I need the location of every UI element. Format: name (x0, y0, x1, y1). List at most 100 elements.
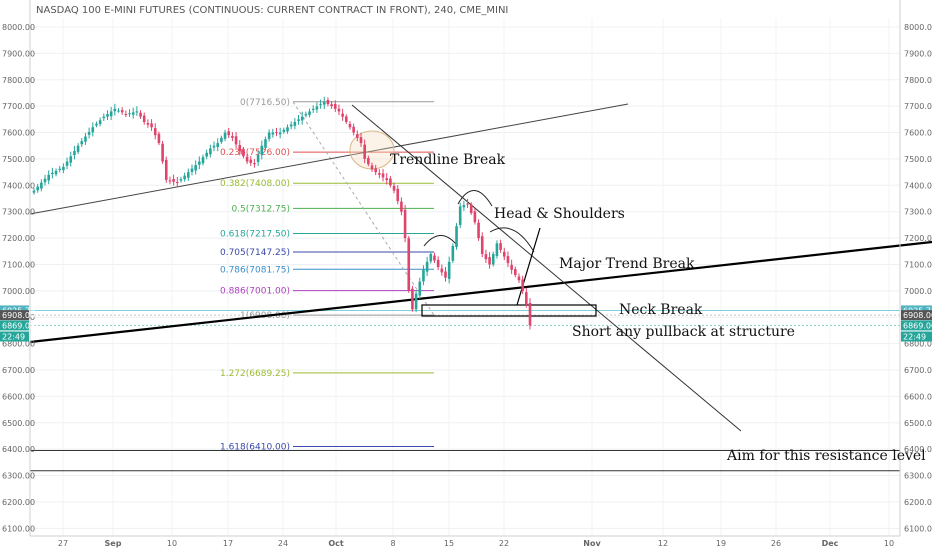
candle-body (484, 254, 488, 260)
candle-body (65, 161, 69, 166)
x-tick-label: 19 (716, 539, 726, 548)
candle-body (253, 163, 256, 165)
price-tag-right (901, 320, 932, 331)
candle-body (201, 157, 205, 164)
trend-drawings (29, 103, 932, 432)
candle-body (278, 132, 282, 135)
price-tag-left (0, 320, 29, 331)
y-tick-label-right: 7400.00 (904, 181, 932, 190)
candle-body (322, 101, 326, 105)
candle-body (480, 236, 484, 254)
price-tag-right (901, 310, 932, 321)
candle-body (458, 206, 462, 225)
candle-body (293, 121, 297, 126)
price-tag-label-right: 6908.00 (903, 311, 932, 320)
candle-body (205, 152, 208, 157)
candle-body (311, 108, 315, 110)
fib-level-label: 0.705(7147.25) (220, 248, 290, 258)
candle-body (330, 104, 333, 107)
y-tick-label-left: 7700.00 (2, 102, 35, 111)
y-tick-label-left: 6600.00 (2, 392, 35, 401)
candle-body (117, 110, 120, 112)
resistance-target-label: Aim for this resistance level (726, 448, 926, 464)
candle-body (455, 226, 458, 248)
x-tick-label: 24 (278, 539, 288, 548)
candle-body (234, 136, 238, 145)
candle-body (499, 243, 502, 250)
candle-body (142, 115, 146, 122)
candle-body (451, 245, 455, 261)
y-tick-label-left: 6400.00 (2, 445, 35, 454)
candle-body (433, 255, 436, 261)
candle-body (333, 104, 337, 109)
candle-body (157, 133, 161, 144)
candle-body (319, 104, 322, 106)
candle-body (352, 126, 355, 133)
candle-body (220, 137, 223, 143)
candle-body (183, 175, 186, 180)
candle-body (469, 204, 473, 214)
candle-body (271, 132, 275, 135)
candle-body (444, 271, 447, 278)
candle-body (418, 281, 422, 296)
y-tick-label-left: 8000.00 (2, 23, 35, 32)
candle-body (194, 165, 197, 171)
y-tick-label-right: 7500.00 (904, 155, 932, 164)
candle-body (400, 201, 403, 212)
candle-body (466, 203, 469, 205)
neckline-box (421, 304, 597, 317)
candle-body (161, 143, 164, 162)
left-shoulder-arc (423, 235, 457, 247)
major-trend-break-label: Major Trend Break (559, 256, 695, 272)
candle-body (344, 116, 348, 122)
candle-body (120, 110, 124, 113)
y-tick-label-right: 6100.00 (904, 524, 932, 533)
y-tick-label-left: 7400.00 (2, 181, 35, 190)
candle-body (84, 136, 87, 142)
candle-body (517, 276, 521, 281)
fib-level-label: 1.272(6689.25) (220, 369, 290, 379)
candle-body (51, 172, 54, 175)
y-tick-label-right: 7900.00 (904, 49, 932, 58)
x-tick-label: Oct (328, 539, 344, 548)
candle-body (47, 174, 50, 181)
y-tick-label-right: 7000.00 (904, 287, 932, 296)
y-tick-label-right: 6500.00 (904, 419, 932, 428)
fib-level-label: 1.618(6410.00) (220, 443, 290, 453)
candle-body (113, 108, 117, 112)
x-tick-label: 27 (58, 539, 68, 548)
price-tag-right (901, 331, 932, 342)
x-tick-label: 10 (884, 539, 894, 548)
candle-body (440, 268, 444, 273)
trendline-break-label: Trendline Break (390, 152, 506, 168)
candle-body (407, 238, 411, 291)
y-tick-label-left: 6800.00 (2, 340, 35, 349)
candle-body (378, 173, 381, 175)
annotations: Trendline Break Head & Shoulders Major Tre… (390, 152, 926, 464)
candle-body (326, 100, 330, 105)
right-shoulder-arc (489, 227, 535, 253)
candle-body (414, 293, 418, 310)
candle-body (91, 127, 95, 133)
candle-body (308, 111, 311, 115)
fib-diagonal (292, 101, 435, 316)
candle-body (528, 302, 532, 326)
grid (30, 18, 900, 536)
candle-body (429, 253, 433, 262)
candle-body (510, 264, 513, 270)
fib-level-label: 0.618(7217.50) (220, 229, 290, 239)
y-tick-label-left: 7800.00 (2, 76, 35, 85)
candle-body (227, 131, 231, 136)
candle-body (525, 292, 528, 305)
candle-body (242, 149, 245, 157)
y-tick-label-left: 6100.00 (2, 524, 35, 533)
candle-body (392, 185, 396, 191)
candle-body (297, 119, 300, 121)
candle-body (164, 159, 168, 181)
y-tick-label-left: 7200.00 (2, 234, 35, 243)
rising-trendline (29, 103, 629, 215)
candle-body (502, 251, 506, 257)
fib-level-label: 0.5(7312.75) (231, 204, 290, 214)
price-tag-left (0, 331, 29, 342)
